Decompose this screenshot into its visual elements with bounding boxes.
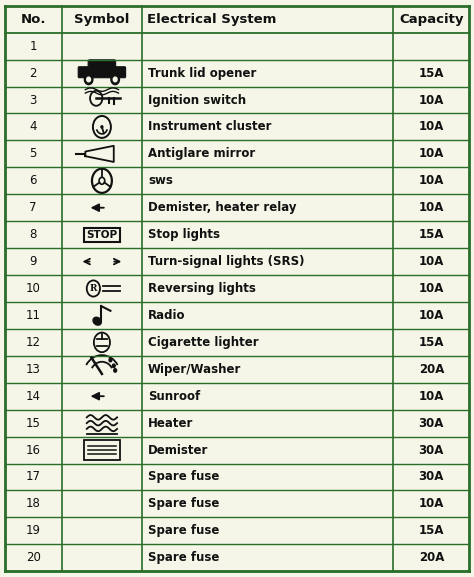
Text: 15A: 15A [419,524,444,537]
Text: Reversing lights: Reversing lights [148,282,256,295]
Text: Cigarette lighter: Cigarette lighter [148,336,258,349]
Text: 20: 20 [26,551,41,564]
Text: 4: 4 [29,121,37,133]
Text: 11: 11 [26,309,41,322]
Text: Demister: Demister [148,444,208,456]
Text: 10A: 10A [419,201,444,214]
Text: 10A: 10A [419,309,444,322]
Text: 30A: 30A [419,444,444,456]
Text: Electrical System: Electrical System [147,13,276,26]
Text: 30A: 30A [419,470,444,484]
Text: R: R [90,284,97,293]
Circle shape [101,126,103,128]
Text: 3: 3 [29,93,37,107]
Ellipse shape [93,317,101,325]
Text: Spare fuse: Spare fuse [148,470,219,484]
Text: 16: 16 [26,444,41,456]
Text: 15A: 15A [419,228,444,241]
FancyBboxPatch shape [88,60,116,71]
Text: 10A: 10A [419,121,444,133]
Circle shape [109,358,112,362]
Text: Capacity: Capacity [399,13,464,26]
Text: 14: 14 [26,389,41,403]
Bar [84,440,120,460]
Text: 8: 8 [29,228,37,241]
Text: Ignition switch: Ignition switch [148,93,246,107]
Text: 1: 1 [29,40,37,53]
Text: Trunk lid opener: Trunk lid opener [148,66,256,80]
Text: 7: 7 [29,201,37,214]
Text: Stop lights: Stop lights [148,228,220,241]
Circle shape [113,77,117,82]
Text: Spare fuse: Spare fuse [148,524,219,537]
Text: 5: 5 [29,147,37,160]
Text: 6: 6 [29,174,37,188]
Text: Demister, heater relay: Demister, heater relay [148,201,296,214]
Text: 10A: 10A [419,282,444,295]
Circle shape [114,369,117,372]
Circle shape [112,364,115,368]
Text: No.: No. [20,13,46,26]
Text: 18: 18 [26,497,41,511]
Text: 17: 17 [26,470,41,484]
Text: 10: 10 [26,282,41,295]
Circle shape [84,74,93,85]
Text: 10A: 10A [419,93,444,107]
Text: Sunroof: Sunroof [148,389,200,403]
Text: Antiglare mirror: Antiglare mirror [148,147,255,160]
Text: STOP: STOP [86,230,118,239]
Text: 15A: 15A [419,66,444,80]
Circle shape [87,77,91,82]
Text: Instrument cluster: Instrument cluster [148,121,272,133]
Text: 13: 13 [26,363,41,376]
Text: 9: 9 [29,255,37,268]
Text: Turn-signal lights (SRS): Turn-signal lights (SRS) [148,255,304,268]
Text: 10A: 10A [419,389,444,403]
Text: Radio: Radio [148,309,185,322]
Text: 12: 12 [26,336,41,349]
Text: 20A: 20A [419,551,444,564]
Text: Spare fuse: Spare fuse [148,551,219,564]
Text: 10A: 10A [419,255,444,268]
Text: Symbol: Symbol [74,13,129,26]
Text: 15: 15 [26,417,41,430]
Text: 30A: 30A [419,417,444,430]
Text: 10A: 10A [419,497,444,511]
Text: Wiper/Washer: Wiper/Washer [148,363,241,376]
Text: 20A: 20A [419,363,444,376]
Text: sws: sws [148,174,173,188]
Text: 10A: 10A [419,147,444,160]
Text: Spare fuse: Spare fuse [148,497,219,511]
Text: Heater: Heater [148,417,193,430]
Text: 19: 19 [26,524,41,537]
Text: 10A: 10A [419,174,444,188]
Circle shape [111,74,119,85]
Text: 15A: 15A [419,336,444,349]
Text: 2: 2 [29,66,37,80]
FancyBboxPatch shape [78,67,126,78]
